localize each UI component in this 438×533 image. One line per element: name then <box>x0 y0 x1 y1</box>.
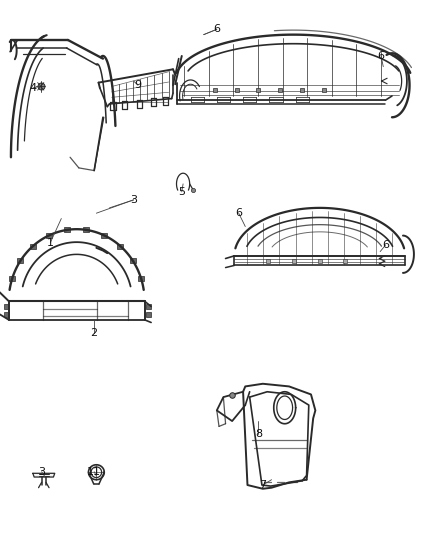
Bar <box>145 304 151 309</box>
Text: 6: 6 <box>235 208 242 218</box>
Text: 5: 5 <box>178 187 185 197</box>
Polygon shape <box>33 473 55 477</box>
Bar <box>18 259 23 263</box>
Bar <box>101 233 107 238</box>
Bar <box>64 228 70 232</box>
Text: 11: 11 <box>87 467 101 477</box>
Text: 3: 3 <box>38 467 45 477</box>
Text: 7: 7 <box>259 480 266 490</box>
Text: 4: 4 <box>29 83 36 93</box>
Bar <box>83 228 89 232</box>
Bar <box>4 312 9 317</box>
Bar <box>46 233 52 238</box>
Bar <box>9 277 15 281</box>
Text: 6: 6 <box>378 51 385 61</box>
Bar <box>4 304 9 309</box>
Text: 2: 2 <box>91 328 98 338</box>
Bar <box>138 277 144 281</box>
Bar <box>30 244 36 248</box>
Text: 8: 8 <box>255 430 262 439</box>
Text: 6: 6 <box>382 240 389 250</box>
Text: 9: 9 <box>134 80 141 90</box>
Bar <box>117 244 123 248</box>
Bar <box>145 312 151 317</box>
Text: 6: 6 <box>213 25 220 34</box>
Text: 3: 3 <box>130 195 137 205</box>
Bar <box>130 259 136 263</box>
Text: 1: 1 <box>47 238 54 247</box>
